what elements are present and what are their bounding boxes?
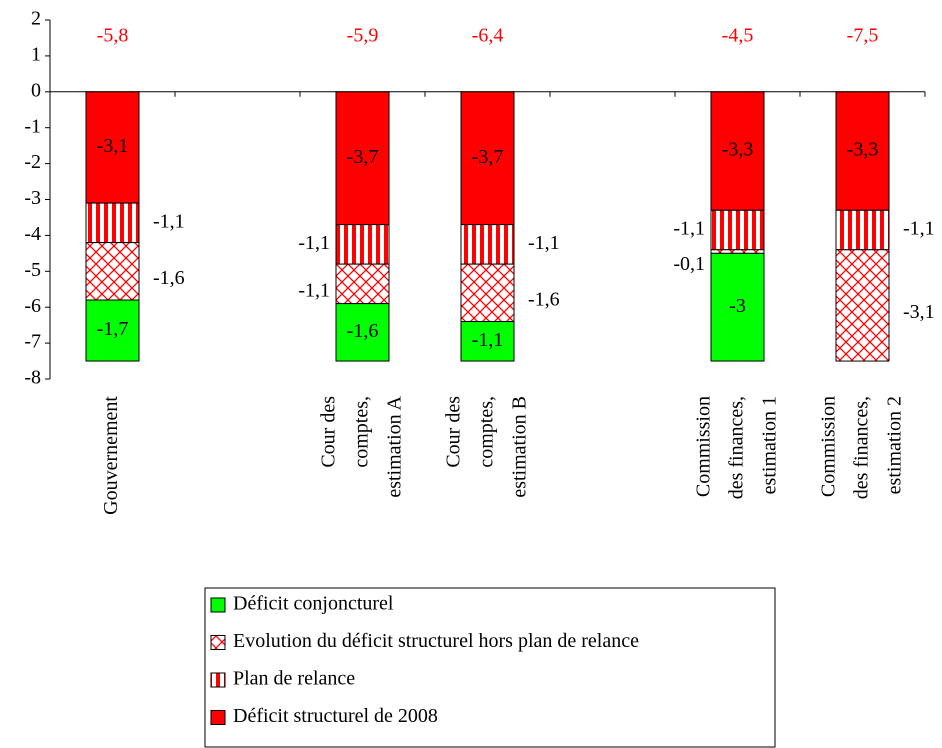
y-tick-label: -1 (24, 115, 41, 137)
bar-segment (460, 321, 515, 362)
x-tick-label: Commission des finances, estimation 1 (692, 396, 780, 499)
data-label: -3,7 (472, 146, 504, 168)
legend-label: Plan de relance (233, 668, 355, 690)
total-label: -6,4 (472, 25, 504, 47)
bar-segment (835, 209, 890, 251)
data-label: -1,6 (347, 320, 379, 342)
y-tick-label: -5 (24, 259, 41, 281)
legend-swatch (210, 672, 226, 688)
legend-swatch (210, 710, 226, 725)
y-tick-label: -4 (24, 223, 41, 245)
legend-swatch (210, 597, 226, 613)
y-tick-label: 0 (31, 79, 41, 101)
data-label: -1,1 (673, 218, 705, 240)
bar-segment (460, 263, 515, 323)
x-label-group: Cour des comptes, estimation B (442, 396, 530, 498)
bar-segment (335, 91, 390, 226)
bar-segment (710, 209, 765, 251)
x-label-group: Cour des comptes, estimation A (317, 395, 405, 497)
x-tick-label: Gouvernement (100, 396, 122, 515)
bar-segment (85, 299, 140, 362)
y-tick-label: 1 (31, 43, 41, 65)
bar-segment (710, 252, 765, 362)
data-label: -1,7 (97, 318, 129, 340)
total-label: -5,9 (347, 25, 379, 47)
data-label: -1,1 (903, 218, 935, 240)
total-label: -5,8 (97, 25, 129, 47)
y-tick-label: -8 (24, 367, 41, 389)
data-label: -1,1 (528, 232, 560, 254)
data-label: -3 (729, 295, 746, 317)
total-label: -4,5 (722, 25, 754, 47)
bar-segment (710, 91, 765, 211)
y-tick-label: -2 (24, 151, 41, 173)
bar-segment (85, 91, 140, 204)
data-label: -1,1 (153, 210, 185, 232)
x-tick-label: Cour des comptes, estimation B (442, 396, 530, 498)
legend-label: Déficit conjoncturel (233, 593, 394, 615)
data-label: -3,1 (903, 301, 935, 323)
x-label-group: Gouvernement (100, 396, 122, 515)
data-label: -0,1 (673, 253, 705, 275)
data-label: -3,3 (847, 139, 879, 161)
legend-swatch (210, 635, 226, 650)
data-label: -1,6 (528, 288, 560, 310)
legend-label: Déficit structurel de 2008 (233, 705, 438, 727)
data-label: -3,7 (347, 146, 379, 168)
bar-segment (335, 263, 390, 305)
data-label: -1,1 (298, 279, 330, 301)
bar-segment (335, 303, 390, 362)
y-tick-label: 2 (31, 8, 41, 30)
x-label-group: Commission des finances, estimation 1 (692, 396, 780, 499)
data-label: -1,6 (153, 267, 185, 289)
data-label: -3,1 (97, 135, 129, 157)
bar-segment (335, 224, 390, 265)
bar-segment (710, 249, 765, 254)
y-tick-label: -7 (24, 331, 41, 353)
total-label: -7,5 (847, 25, 879, 47)
bar-segment (460, 224, 515, 265)
legend-box (204, 587, 776, 748)
bar-segment (85, 242, 140, 301)
bar-segment (835, 249, 890, 362)
legend-label: Evolution du déficit structurel hors pla… (233, 630, 639, 652)
data-label: -1,1 (298, 232, 330, 254)
data-label: -1,1 (472, 329, 504, 351)
x-tick-label: Commission des finances, estimation 2 (817, 396, 905, 499)
x-label-group: Commission des finances, estimation 2 (817, 396, 905, 499)
bar-segment (85, 202, 140, 244)
y-tick-label: -3 (24, 187, 41, 209)
data-label: -3,3 (722, 139, 754, 161)
x-tick-label: Cour des comptes, estimation A (317, 395, 405, 497)
y-tick-label: -6 (24, 295, 41, 317)
